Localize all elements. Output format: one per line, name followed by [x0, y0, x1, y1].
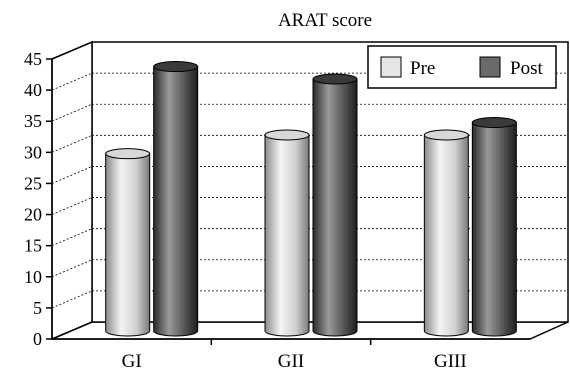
gridline-side	[51, 41, 93, 60]
bar-post-gi	[153, 61, 199, 337]
x-category-label-gi: GI	[122, 351, 142, 372]
bar-cap	[153, 61, 199, 73]
legend-label-post: Post	[510, 58, 543, 79]
y-tick-label: 15	[24, 236, 42, 256]
gridline-side	[51, 166, 93, 184]
bar-post-gii	[312, 73, 358, 337]
legend-swatch-post	[479, 56, 501, 78]
y-tick-label: 5	[33, 298, 42, 318]
bar-cap	[423, 129, 469, 141]
gridline-side	[51, 72, 93, 91]
y-tick-label: 10	[24, 267, 42, 287]
bar-pre-giii	[423, 129, 469, 337]
bar-body	[264, 134, 310, 337]
gridline-side	[51, 103, 93, 122]
y-tick-label: 45	[24, 49, 42, 69]
legend-swatch-pre	[380, 56, 402, 78]
bar-cap	[264, 129, 310, 141]
side-wall	[51, 40, 93, 341]
x-category-label-giii: GIII	[434, 351, 467, 372]
legend: Pre Post	[367, 45, 557, 89]
y-tick-label: 40	[24, 80, 42, 100]
bar-cap	[471, 117, 517, 129]
y-tick-label: 30	[24, 142, 42, 162]
y-tick-label: 25	[24, 173, 42, 193]
legend-label-pre: Pre	[410, 58, 435, 79]
x-axis-categories: GI GII GIII	[122, 339, 467, 372]
bars	[105, 61, 517, 337]
chart-title: ARAT score	[278, 10, 372, 31]
gridline-side	[51, 134, 93, 153]
gridline-side	[51, 228, 93, 247]
bar-pre-gii	[264, 129, 310, 337]
bar-pre-gi	[105, 148, 151, 337]
x-category-label-gii: GII	[278, 351, 304, 372]
y-axis-ticks: 0 5 10 15 20 25 30 35 40 45	[24, 49, 52, 349]
bar-body	[471, 122, 517, 337]
gridline-side	[51, 197, 93, 215]
bar-body	[153, 66, 199, 337]
y-tick-label: 35	[24, 111, 42, 131]
bar-post-giii	[471, 117, 517, 337]
bar-body	[423, 134, 469, 337]
bar-body	[312, 78, 358, 337]
gridline-side	[51, 290, 93, 309]
bar-cap	[312, 73, 358, 85]
bar-cap	[105, 148, 151, 160]
gridline-side	[51, 259, 93, 278]
y-tick-label: 20	[24, 205, 42, 225]
bar-body	[105, 153, 151, 337]
y-tick-label: 0	[33, 329, 42, 349]
